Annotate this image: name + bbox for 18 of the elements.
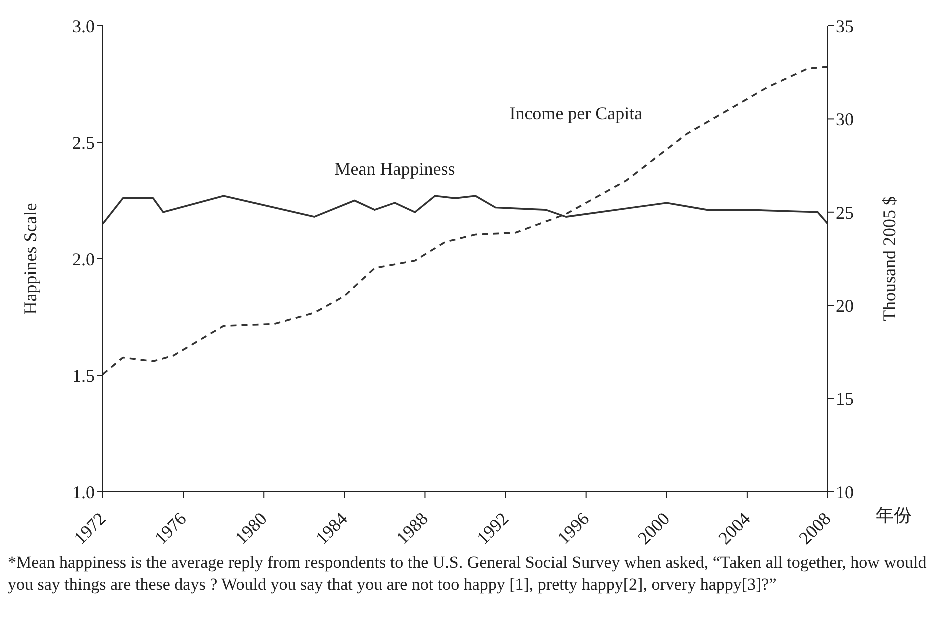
x-axis-title: 年份 [876,505,912,526]
y2-tick-label: 25 [836,202,854,223]
y2-tick-label: 10 [836,482,854,502]
y-axis-title: Happines Scale [20,203,40,315]
y-tick-label: 1.5 [72,366,95,386]
series-label: Income per Capita [510,103,643,124]
text: *Mean happiness is the average reply from respondents to the U.S. General Social Survey when asked, “Taken all together, how would you say things are these days ? Would you say that you are not too happy [1], pretty happy[2], orvery happy[3]?” [8,552,928,596]
y-tick-label: 2.0 [72,249,95,270]
y-tick-label: 3.0 [72,16,95,36]
y-tick-label: 1.0 [72,482,95,502]
y2-tick-label: 35 [836,16,854,36]
y2-tick-label: 30 [836,110,854,130]
y2-axis-title: Thousand 2005 $ [879,196,900,322]
y2-tick-label: 20 [836,296,854,316]
y2-tick-label: 15 [836,389,854,410]
y-tick-label: 2.5 [72,132,95,153]
series-label: Mean Happiness [334,159,456,180]
line-series [103,66,828,376]
